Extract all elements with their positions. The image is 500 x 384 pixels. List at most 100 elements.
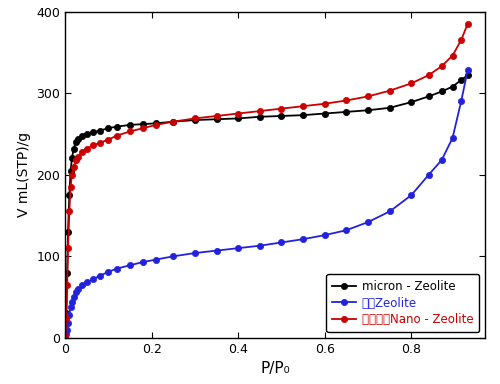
再結晶化Nano - Zeolite [438, 64, 444, 68]
粉碐Zeolite [64, 331, 70, 336]
再結晶化Nano - Zeolite [450, 53, 456, 58]
粉碐Zeolite [426, 172, 432, 177]
再結晶化Nano - Zeolite [64, 283, 70, 287]
再結晶化Nano - Zeolite [70, 164, 76, 169]
再結晶化Nano - Zeolite [84, 146, 89, 151]
粉碐Zeolite [386, 209, 392, 214]
粉碐Zeolite [278, 240, 284, 245]
Y-axis label: V mL(STP)/g: V mL(STP)/g [16, 132, 30, 217]
再結晶化Nano - Zeolite [278, 106, 284, 111]
粉碐Zeolite [235, 246, 241, 250]
Line: 粉碐Zeolite: 粉碐Zeolite [62, 67, 471, 339]
Legend: micron - Zeolite, 粉碐Zeolite, 再結晶化Nano - Zeolite: micron - Zeolite, 粉碐Zeolite, 再結晶化Nano - … [326, 274, 479, 332]
粉碐Zeolite [344, 228, 349, 233]
粉碐Zeolite [153, 257, 159, 262]
micron - Zeolite [257, 114, 263, 119]
再結晶化Nano - Zeolite [365, 94, 371, 99]
micron - Zeolite [300, 113, 306, 118]
粉碐Zeolite [140, 260, 146, 264]
micron - Zeolite [153, 121, 159, 126]
micron - Zeolite [64, 311, 70, 316]
粉碐Zeolite [214, 248, 220, 253]
micron - Zeolite [140, 122, 146, 126]
粉碐Zeolite [62, 334, 68, 339]
micron - Zeolite [450, 84, 456, 89]
粉碐Zeolite [68, 305, 73, 309]
再結晶化Nano - Zeolite [140, 126, 146, 131]
粉碐Zeolite [322, 233, 328, 237]
再結晶化Nano - Zeolite [68, 185, 73, 189]
micron - Zeolite [64, 270, 70, 275]
再結晶化Nano - Zeolite [344, 98, 349, 103]
再結晶化Nano - Zeolite [426, 73, 432, 78]
micron - Zeolite [127, 122, 133, 127]
再結晶化Nano - Zeolite [170, 119, 176, 124]
再結晶化Nano - Zeolite [75, 154, 81, 159]
micron - Zeolite [344, 109, 349, 114]
micron - Zeolite [278, 114, 284, 118]
micron - Zeolite [90, 130, 96, 135]
micron - Zeolite [84, 132, 89, 136]
micron - Zeolite [62, 331, 68, 336]
粉碐Zeolite [90, 277, 96, 281]
再結晶化Nano - Zeolite [106, 137, 112, 142]
再結晶化Nano - Zeolite [96, 141, 102, 145]
粉碐Zeolite [80, 283, 86, 287]
再結晶化Nano - Zeolite [73, 158, 79, 162]
再結晶化Nano - Zeolite [257, 109, 263, 113]
micron - Zeolite [192, 118, 198, 122]
粉碐Zeolite [170, 254, 176, 259]
micron - Zeolite [426, 94, 432, 99]
micron - Zeolite [73, 140, 79, 144]
micron - Zeolite [322, 111, 328, 116]
micron - Zeolite [70, 146, 76, 151]
micron - Zeolite [458, 78, 464, 83]
micron - Zeolite [68, 168, 73, 173]
粉碐Zeolite [127, 263, 133, 268]
粉碐Zeolite [96, 273, 102, 278]
micron - Zeolite [365, 108, 371, 113]
粉碐Zeolite [75, 286, 81, 291]
再結晶化Nano - Zeolite [458, 38, 464, 42]
micron - Zeolite [106, 126, 112, 131]
粉碐Zeolite [464, 68, 470, 73]
Line: 再結晶化Nano - Zeolite: 再結晶化Nano - Zeolite [62, 21, 471, 339]
再結晶化Nano - Zeolite [386, 88, 392, 93]
再結晶化Nano - Zeolite [192, 116, 198, 121]
粉碐Zeolite [408, 193, 414, 197]
粉碐Zeolite [114, 266, 120, 271]
再結晶化Nano - Zeolite [214, 114, 220, 118]
micron - Zeolite [464, 73, 470, 78]
再結晶化Nano - Zeolite [153, 122, 159, 127]
再結晶化Nano - Zeolite [69, 172, 75, 177]
micron - Zeolite [66, 193, 72, 197]
再結晶化Nano - Zeolite [235, 111, 241, 116]
粉碐Zeolite [438, 158, 444, 162]
粉碐Zeolite [106, 270, 112, 274]
micron - Zeolite [114, 124, 120, 129]
粉碐Zeolite [65, 321, 71, 326]
粉碐Zeolite [450, 136, 456, 140]
粉碐Zeolite [69, 300, 75, 304]
micron - Zeolite [235, 116, 241, 121]
再結晶化Nano - Zeolite [300, 104, 306, 108]
X-axis label: P/P₀: P/P₀ [260, 361, 290, 376]
再結晶化Nano - Zeolite [127, 129, 133, 134]
micron - Zeolite [80, 133, 86, 138]
再結晶化Nano - Zeolite [62, 334, 68, 339]
粉碐Zeolite [458, 99, 464, 104]
再結晶化Nano - Zeolite [64, 315, 70, 320]
micron - Zeolite [69, 156, 75, 161]
粉碐Zeolite [64, 328, 70, 332]
micron - Zeolite [408, 100, 414, 104]
再結晶化Nano - Zeolite [322, 101, 328, 106]
粉碐Zeolite [365, 220, 371, 224]
micron - Zeolite [170, 119, 176, 124]
Line: micron - Zeolite: micron - Zeolite [62, 72, 471, 337]
粉碐Zeolite [84, 280, 89, 285]
micron - Zeolite [75, 136, 81, 141]
粉碐Zeolite [257, 243, 263, 248]
粉碐Zeolite [70, 295, 76, 300]
micron - Zeolite [214, 117, 220, 121]
粉碐Zeolite [73, 290, 79, 295]
